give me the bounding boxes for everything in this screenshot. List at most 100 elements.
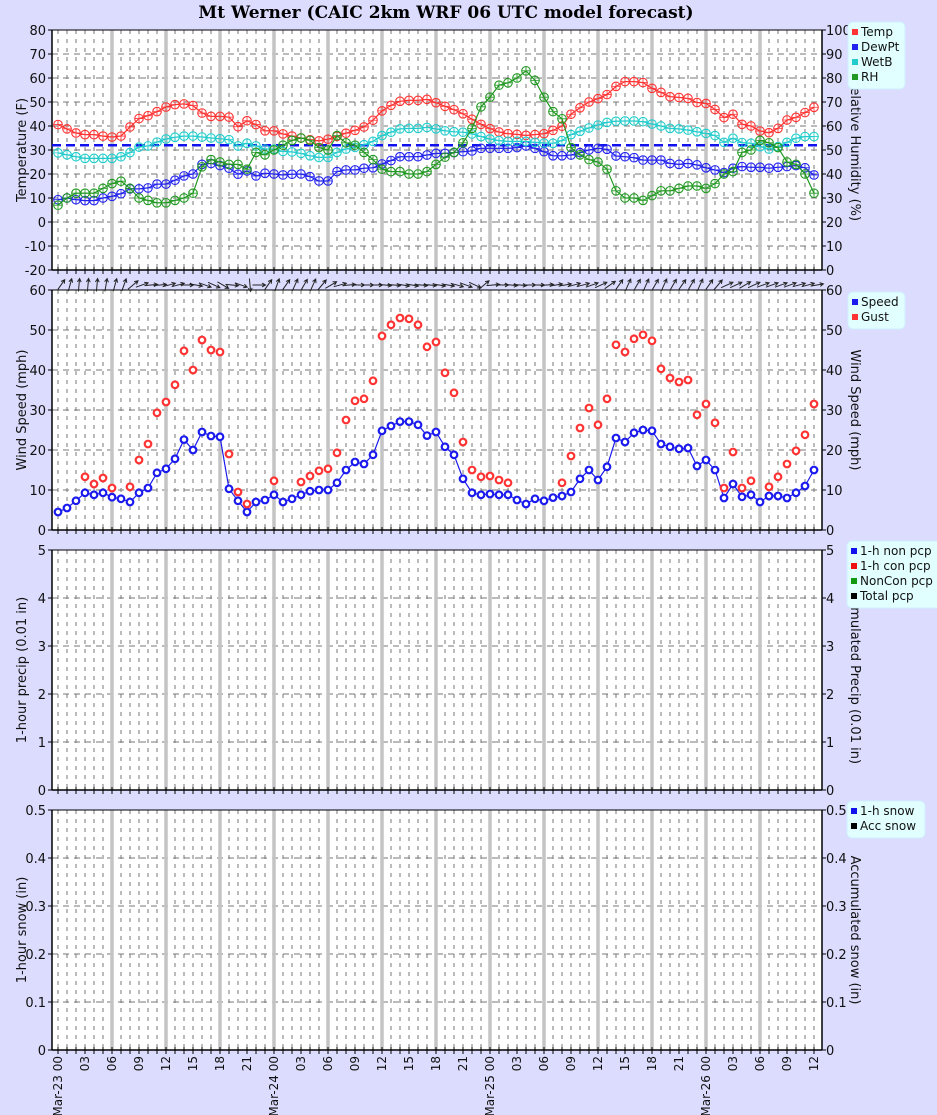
data-point-speed <box>197 427 207 437</box>
wind-arrow-icon <box>300 278 308 291</box>
marker-cross <box>72 152 80 161</box>
data-point-temp <box>62 124 72 134</box>
data-point-gust <box>224 449 234 459</box>
marker-cross <box>810 170 818 179</box>
marker-cross <box>765 164 773 173</box>
marker-cross <box>477 102 485 111</box>
data-point-rh <box>485 92 495 103</box>
marker-cross <box>90 189 98 198</box>
marker-circle <box>809 102 819 113</box>
data-point-rh <box>557 113 567 124</box>
data-point-wetb <box>656 121 666 131</box>
y2-tick-label: 60 <box>826 120 843 135</box>
marker-cross <box>153 107 161 116</box>
data-point-wetb <box>557 135 567 146</box>
data-point-speed <box>665 442 675 452</box>
data-point-rh <box>575 149 585 160</box>
y2-tick-label: 0 <box>826 264 834 279</box>
data-point-wetb <box>620 116 630 126</box>
wind-arrow-icon <box>217 281 230 289</box>
data-point-rh <box>62 193 72 203</box>
marker-cross <box>369 116 377 125</box>
marker-cross <box>405 96 413 105</box>
y-tick-label: 30 <box>29 404 46 419</box>
marker-circle <box>188 188 198 199</box>
marker-cross <box>153 138 161 147</box>
data-point-wetb <box>296 148 306 159</box>
data-point-gust <box>350 396 360 406</box>
marker-circle <box>593 157 603 167</box>
wind-arrow-icon <box>792 281 807 288</box>
wind-arrow-icon <box>325 281 338 289</box>
data-point-rh <box>800 169 810 179</box>
marker-circle <box>422 94 432 105</box>
marker-cross <box>585 123 593 132</box>
marker-circle <box>530 75 540 86</box>
data-point-rh <box>458 137 468 148</box>
marker-circle <box>476 131 486 142</box>
marker-cross <box>117 177 125 186</box>
marker-circle <box>422 150 432 160</box>
marker-cross <box>342 165 350 174</box>
marker-circle <box>116 188 126 199</box>
data-point-speed <box>692 461 702 471</box>
x-tick-label: 12 <box>807 1056 821 1071</box>
legend-swatch <box>852 59 858 65</box>
data-point-temp <box>386 100 396 111</box>
marker-circle <box>575 126 585 137</box>
marker-cross <box>576 127 584 136</box>
data-point-dewpt <box>584 145 594 155</box>
marker-cross <box>639 117 647 126</box>
data-point-rh <box>332 130 342 141</box>
data-point-speed <box>764 491 774 501</box>
data-point-rh <box>530 75 540 86</box>
marker-cross <box>675 184 683 193</box>
data-point-temp <box>341 128 351 139</box>
marker-cross <box>486 93 494 102</box>
x-tick-label: 06 <box>537 1056 551 1071</box>
data-point-speed <box>710 465 720 475</box>
data-point-temp <box>620 76 630 87</box>
data-point-wetb <box>503 136 513 147</box>
marker-circle <box>242 115 252 126</box>
legend-label: RH <box>861 70 878 84</box>
data-point-temp <box>197 108 207 118</box>
data-point-temp <box>98 131 108 141</box>
marker-cross <box>108 192 116 201</box>
data-point-speed <box>170 454 180 464</box>
data-point-temp <box>404 95 414 106</box>
marker-circle <box>800 107 810 118</box>
marker-circle <box>116 151 126 162</box>
y2-tick-label: 90 <box>826 48 843 63</box>
marker-circle <box>719 137 729 148</box>
x-tick-label: 18 <box>213 1056 227 1071</box>
x-tick-label: 09 <box>564 1056 578 1071</box>
data-point-gust <box>674 377 684 387</box>
marker-cross <box>513 74 521 82</box>
marker-circle <box>764 127 774 138</box>
data-point-wetb <box>575 126 585 137</box>
wind-arrow-icon <box>450 282 465 289</box>
data-point-temp <box>89 129 99 140</box>
wind-arrow-icon <box>747 281 761 289</box>
y-tick-label: 50 <box>29 324 46 339</box>
data-point-speed <box>53 507 63 517</box>
marker-cross <box>153 198 161 207</box>
marker-cross <box>162 198 170 207</box>
marker-circle <box>647 190 657 201</box>
marker-cross <box>72 189 80 198</box>
y2-tick-label: 100 <box>826 24 851 39</box>
data-point-dewpt <box>602 144 612 155</box>
data-point-rh <box>107 178 117 189</box>
data-point-speed <box>485 489 495 499</box>
wind-arrow-icon <box>576 281 591 288</box>
marker-cross <box>54 201 62 210</box>
data-point-dewpt <box>665 158 675 169</box>
data-point-dewpt <box>422 150 432 160</box>
marker-circle <box>134 193 144 203</box>
y-tick-label: 10 <box>29 192 46 207</box>
marker-cross <box>531 76 539 85</box>
data-point-temp <box>116 131 126 141</box>
data-point-speed <box>323 485 333 495</box>
marker-circle <box>440 152 450 163</box>
